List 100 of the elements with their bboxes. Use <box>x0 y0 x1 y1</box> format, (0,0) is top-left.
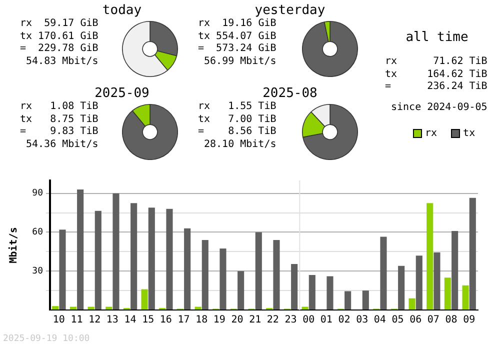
x-tick-label: 04 <box>374 314 386 326</box>
text: rx <box>198 101 212 114</box>
y-tick-label: 60 <box>32 228 43 238</box>
bar <box>130 203 138 310</box>
text: since 2024-09-05 <box>390 100 488 114</box>
text: 236.24 TiB <box>426 81 488 94</box>
bar <box>88 306 94 310</box>
x-tick-label: 20 <box>231 314 244 326</box>
bar <box>194 306 202 310</box>
x-tick-label: 08 <box>445 314 458 326</box>
bar <box>308 275 316 310</box>
x-tick-label: 13 <box>106 314 118 326</box>
text: 229.78 GiB <box>37 43 98 56</box>
bar <box>291 264 298 310</box>
y-tick-label: 30 <box>32 266 43 276</box>
x-tick-label: 07 <box>427 314 440 326</box>
text: 59.17 GiB <box>43 18 98 30</box>
text: 56.99 Mbit/s <box>203 56 276 68</box>
bar <box>344 291 352 310</box>
text: = <box>20 126 28 138</box>
text: = <box>385 81 392 94</box>
text: rx <box>198 18 210 30</box>
text: 54.83 Mbit/s <box>25 56 98 68</box>
bar <box>408 298 416 310</box>
y-axis-title: Mbit/s <box>8 227 20 264</box>
bar <box>362 290 369 310</box>
bar <box>77 189 84 310</box>
text: tx <box>20 30 32 43</box>
bar <box>444 278 451 310</box>
text: = <box>198 43 206 56</box>
x-tick-label: 18 <box>196 314 208 326</box>
bar <box>434 252 440 310</box>
legend-label: tx <box>463 128 476 139</box>
text: 28.10 Mbit/s <box>203 138 276 151</box>
x-tick-label: 03 <box>356 314 368 326</box>
text: rx <box>20 101 34 114</box>
legend-label: rx <box>425 128 438 139</box>
text: 71.62 TiB <box>432 56 488 68</box>
bar <box>380 236 387 310</box>
x-tick-label: 21 <box>249 314 262 326</box>
x-tick-label: 15 <box>142 314 154 326</box>
bar <box>238 271 244 310</box>
x-tick-label: 12 <box>88 314 101 326</box>
text: rx <box>20 18 32 30</box>
chart-title: today <box>101 3 143 18</box>
text: rx <box>385 56 398 68</box>
text: tx <box>198 30 210 43</box>
text: 1.08 TiB <box>49 101 98 114</box>
text: = <box>198 126 206 138</box>
bar <box>462 285 469 310</box>
bar <box>166 208 173 310</box>
x-tick-label: 01 <box>320 314 332 326</box>
x-tick-label: 17 <box>178 314 190 326</box>
text: = <box>20 43 28 56</box>
bar <box>148 208 155 310</box>
bar <box>106 306 112 310</box>
bar <box>141 289 148 310</box>
bar <box>112 193 120 310</box>
x-tick-label: 09 <box>463 314 476 326</box>
bar <box>398 266 405 310</box>
text: 8.56 TiB <box>227 126 276 138</box>
x-tick-label: 00 <box>302 314 315 326</box>
x-tick-label: 14 <box>124 314 136 326</box>
text: 170.61 GiB <box>37 30 98 43</box>
bar <box>255 232 262 310</box>
bar <box>302 306 308 310</box>
x-tick-label: 02 <box>338 314 350 326</box>
bar <box>273 240 280 310</box>
bar <box>469 198 476 310</box>
text: tx <box>20 114 34 126</box>
chart-title: 2025-09 <box>94 86 150 101</box>
bar <box>452 230 458 310</box>
bar <box>94 210 102 310</box>
text: all time <box>404 30 470 45</box>
x-tick-label: 10 <box>52 314 65 326</box>
bar <box>202 240 208 310</box>
x-tick-label: 19 <box>213 314 226 326</box>
bar <box>416 256 422 310</box>
text: tx <box>198 114 212 126</box>
bar <box>184 228 191 310</box>
bar <box>70 306 76 310</box>
text: 8.75 TiB <box>49 114 98 126</box>
text: 554.07 GiB <box>215 30 276 43</box>
x-tick-label: 06 <box>410 314 422 326</box>
bar <box>326 276 334 310</box>
bar <box>52 306 59 310</box>
x-tick-label: 22 <box>266 314 279 326</box>
text: 164.62 TiB <box>426 68 488 81</box>
bar <box>220 248 226 310</box>
text: 9.83 TiB <box>49 126 98 138</box>
text: tx <box>385 68 398 81</box>
text: 19.16 GiB <box>221 18 276 30</box>
text: 573.24 GiB <box>215 43 276 56</box>
bar <box>426 203 434 310</box>
text: 7.00 TiB <box>227 114 276 126</box>
chart-title: 2025-08 <box>262 86 318 101</box>
x-tick-label: 05 <box>392 314 404 326</box>
text: 1.55 TiB <box>227 101 276 114</box>
bar <box>59 230 66 310</box>
x-tick-label: 23 <box>284 314 297 326</box>
